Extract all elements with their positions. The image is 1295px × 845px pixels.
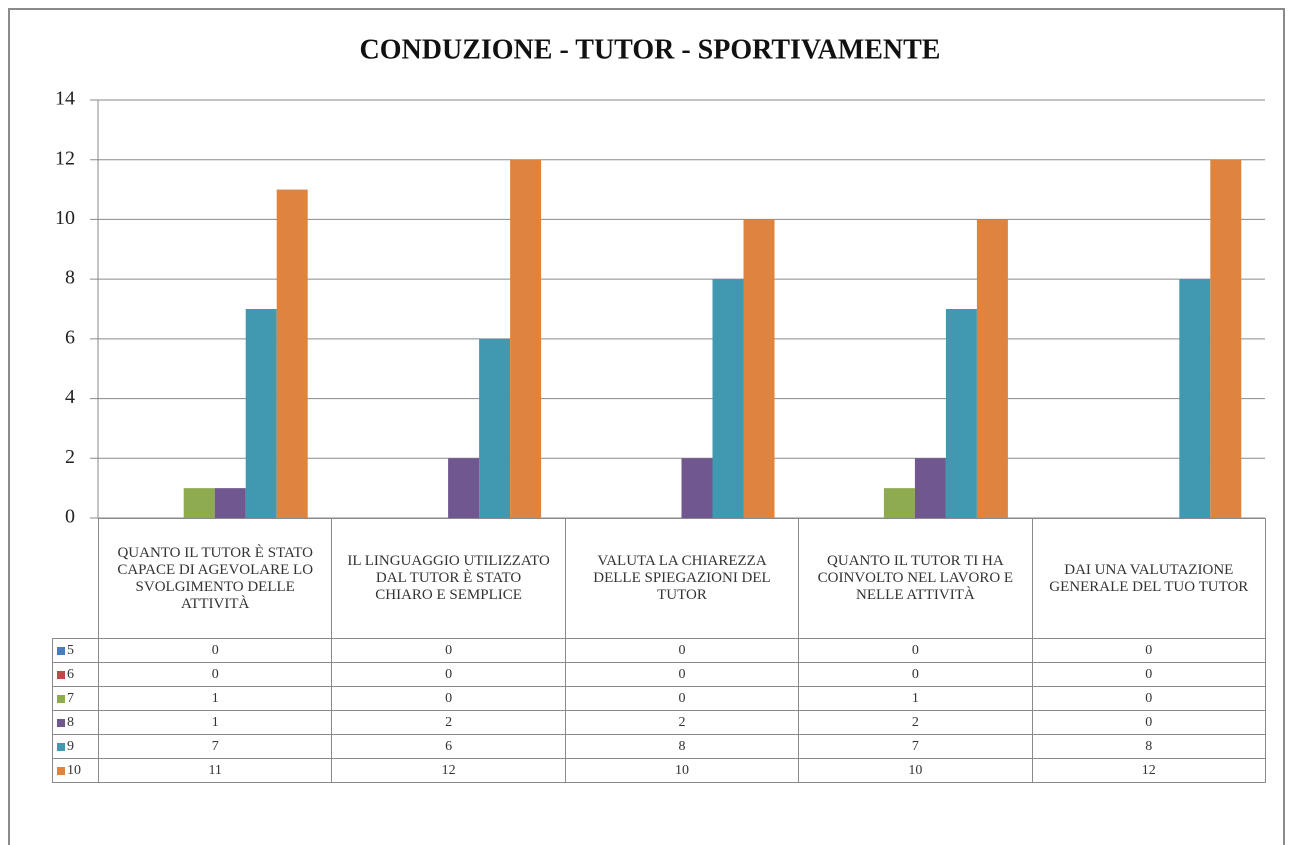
table-value: 10 <box>564 758 800 783</box>
legend-label: 6 <box>67 666 74 682</box>
table-value: 12 <box>331 758 566 783</box>
bar <box>976 219 1008 518</box>
bar <box>914 458 946 518</box>
legend-label: 9 <box>67 738 74 754</box>
table-value: 7 <box>98 734 333 759</box>
table-value: 12 <box>1031 758 1266 783</box>
table-value: 2 <box>564 710 800 735</box>
bar <box>1210 159 1242 518</box>
y-tick-label: 4 <box>65 386 75 408</box>
legend-label: 10 <box>67 762 81 778</box>
table-value: 2 <box>331 710 566 735</box>
bar <box>945 309 977 518</box>
table-value: 0 <box>564 662 800 687</box>
table-value: 0 <box>798 638 1033 663</box>
y-tick-label: 6 <box>65 326 75 348</box>
legend-swatch <box>57 718 65 727</box>
category-label: QUANTO IL TUTOR TI HA COINVOLTO NEL LAVO… <box>798 518 1033 639</box>
table-value: 8 <box>564 734 800 759</box>
table-value: 0 <box>1031 662 1266 687</box>
table-value: 11 <box>98 758 333 783</box>
table-value: 0 <box>98 662 333 687</box>
bar <box>245 309 277 518</box>
legend-label: 7 <box>67 690 74 706</box>
table-value: 0 <box>798 662 1033 687</box>
legend-swatch <box>57 742 65 751</box>
legend-swatch <box>57 646 65 655</box>
legend-entry: 10 <box>52 758 99 783</box>
y-tick-label: 10 <box>55 207 75 229</box>
bar <box>276 189 308 519</box>
bar <box>214 488 246 518</box>
table-value: 0 <box>331 662 566 687</box>
legend-entry: 7 <box>52 686 99 711</box>
bar <box>1179 279 1211 518</box>
legend-entry: 9 <box>52 734 99 759</box>
y-tick-label: 8 <box>65 267 75 289</box>
y-tick-label: 0 <box>65 506 75 528</box>
bar <box>479 338 511 518</box>
chart-title: CONDUZIONE - TUTOR - SPORTIVAMENTE <box>360 34 941 65</box>
category-label: DAI UNA VALUTAZIONE GENERALE DEL TUO TUT… <box>1031 518 1266 639</box>
table-value: 7 <box>798 734 1033 759</box>
y-tick-label: 12 <box>55 147 75 169</box>
bar <box>448 458 480 518</box>
table-value: 0 <box>98 638 333 663</box>
table-value: 1 <box>98 686 333 711</box>
table-value: 0 <box>564 638 800 663</box>
table-value: 1 <box>798 686 1033 711</box>
bar <box>712 279 744 518</box>
category-label: IL LINGUAGGIO UTILIZZATO DAL TUTOR È STA… <box>331 518 566 639</box>
chart-frame <box>8 8 1285 845</box>
legend-label: 8 <box>67 714 74 730</box>
table-value: 2 <box>798 710 1033 735</box>
table-value: 0 <box>331 686 566 711</box>
legend-entry: 6 <box>52 662 99 687</box>
table-value: 0 <box>1031 710 1266 735</box>
bar <box>743 219 775 518</box>
bar <box>681 458 713 518</box>
table-value: 8 <box>1031 734 1266 759</box>
legend-swatch <box>57 694 65 703</box>
category-label: QUANTO IL TUTOR È STATO CAPACE DI AGEVOL… <box>98 518 333 639</box>
bar <box>883 488 915 518</box>
table-value: 0 <box>1031 638 1266 663</box>
bar <box>183 488 215 518</box>
y-tick-label: 2 <box>65 446 75 468</box>
y-tick-label: 14 <box>55 88 75 110</box>
table-value: 0 <box>564 686 800 711</box>
table-value: 6 <box>331 734 566 759</box>
legend-label: 5 <box>67 642 74 658</box>
table-value: 10 <box>798 758 1033 783</box>
table-value: 1 <box>98 710 333 735</box>
legend-swatch <box>57 766 65 775</box>
legend-entry: 5 <box>52 638 99 663</box>
legend-entry: 8 <box>52 710 99 735</box>
legend-swatch <box>57 670 65 679</box>
bar <box>510 159 542 518</box>
table-value: 0 <box>331 638 566 663</box>
table-value: 0 <box>1031 686 1266 711</box>
category-label: VALUTA LA CHIAREZZA DELLE SPIEGAZIONI DE… <box>564 518 800 639</box>
